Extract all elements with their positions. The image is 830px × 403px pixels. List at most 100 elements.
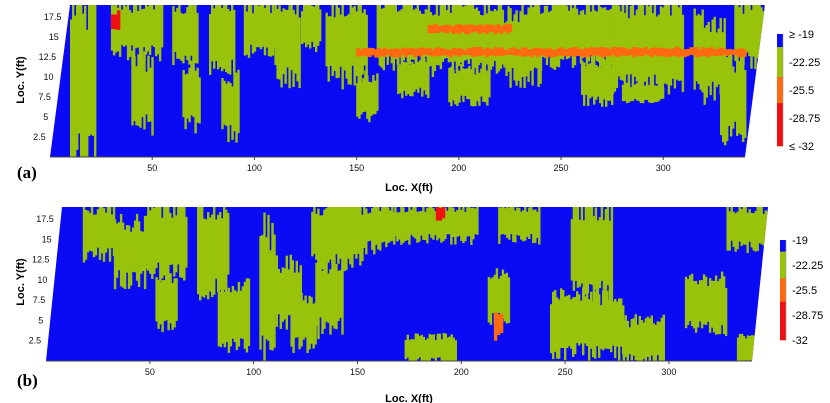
heatmap-region — [622, 314, 665, 361]
y-tick-label: 12.5 — [39, 52, 57, 62]
colorbar-segment — [777, 93, 783, 96]
colorbar-segment — [777, 116, 783, 119]
heatmap-region — [404, 333, 457, 361]
colorbar-segment — [780, 296, 786, 299]
colorbar-segment — [777, 73, 783, 76]
colorbar-segment — [780, 255, 786, 257]
colorbar-segment — [780, 290, 786, 292]
heatmap-region — [356, 70, 379, 123]
colorbar-segment — [780, 335, 786, 337]
colorbar-segment — [780, 250, 786, 252]
y-tick-label: 12.5 — [32, 255, 50, 265]
y-tick-label: 10 — [44, 72, 54, 82]
colorbar-segment — [777, 127, 783, 130]
heatmap-region — [315, 253, 344, 340]
y-tick-label: 2.5 — [33, 132, 46, 142]
y-axis-label-a: Loc. Y(ft) — [15, 56, 27, 104]
colorbar-segment — [777, 69, 783, 72]
colorbar-segment — [780, 281, 786, 284]
colorbar-segment — [777, 91, 783, 95]
panel-a: 50 100 150 200 250 300 2.5 5 7.5 10 12.5 15 17.5 Loc… — [15, 5, 820, 194]
y-tick-label: 7.5 — [33, 295, 46, 305]
heatmap-region — [736, 332, 768, 361]
heatmap-region — [435, 207, 446, 221]
x-tick-label: 100 — [247, 163, 262, 173]
colorbar-segment — [780, 305, 786, 307]
colorbar-segment — [780, 251, 786, 254]
colorbar-segment — [777, 84, 783, 87]
heatmap-region — [397, 55, 430, 99]
y-tick-label: 15 — [49, 32, 59, 42]
colorbar-segment — [777, 138, 783, 141]
colorbar-segment — [780, 315, 786, 317]
heatmap-region — [726, 207, 768, 253]
colorbar-segment — [777, 99, 783, 102]
colorbar-segment — [777, 123, 783, 126]
heatmap-region — [209, 5, 236, 75]
colorbar-segment — [780, 326, 786, 329]
colorbar-segment — [780, 263, 786, 266]
heatmap-region — [110, 10, 121, 30]
heatmap-region — [356, 46, 747, 58]
x-tick-label: 50 — [147, 163, 157, 173]
colorbar-segment — [780, 241, 786, 244]
colorbar-segment — [780, 276, 786, 279]
heatmap-region — [570, 207, 614, 311]
colorbar-label: -28.75 — [789, 113, 820, 125]
heatmap-region — [301, 5, 322, 52]
colorbar-segment — [780, 256, 786, 259]
heatmap-region — [550, 287, 625, 361]
colorbar-a: ≥ -19 -22.25 -25.5 -28.75 ≤ -32 — [777, 29, 820, 153]
colorbar-segment — [780, 278, 786, 281]
heatmap-region — [493, 312, 504, 341]
heatmap-region — [145, 207, 188, 283]
x-tick-label: 200 — [451, 163, 466, 173]
colorbar-segment — [780, 280, 786, 282]
colorbar-segment — [777, 121, 783, 124]
colorbar-segment — [780, 320, 786, 322]
colorbar-segment — [780, 336, 786, 339]
colorbar-segment — [780, 301, 786, 304]
colorbar-segment — [777, 88, 783, 91]
heatmap-region — [427, 23, 513, 35]
colorbar-segment — [780, 295, 786, 297]
colorbar-label: ≤ -32 — [789, 141, 814, 153]
y-tick-label: 17.5 — [44, 12, 62, 22]
y-tick-label: 17.5 — [36, 214, 54, 224]
heatmap-region — [221, 69, 240, 143]
colorbar-segment — [777, 140, 783, 143]
colorbar-segment — [777, 112, 783, 115]
colorbar-segment — [780, 313, 786, 316]
colorbar-segment — [777, 56, 783, 59]
colorbar-segment — [780, 321, 786, 324]
colorbar-segment — [777, 50, 783, 53]
colorbar-segment — [780, 325, 786, 327]
heatmap-region — [487, 268, 511, 325]
colorbar-segment — [780, 291, 786, 294]
colorbar-segment — [780, 298, 786, 301]
heatmap-region — [113, 213, 147, 290]
colorbar-segment — [777, 97, 783, 100]
x-tick-label: 150 — [349, 163, 364, 173]
colorbar-segment — [780, 330, 786, 332]
heatmap-region — [82, 207, 116, 263]
colorbar-segment — [780, 240, 786, 242]
heatmap-region — [197, 207, 230, 301]
colorbar-segment — [780, 275, 786, 277]
colorbar-segment — [780, 243, 786, 246]
colorbar-segment — [780, 260, 786, 262]
y-tick-label: 5 — [43, 112, 48, 122]
colorbar-segment — [780, 258, 786, 261]
colorbar-segment — [777, 65, 783, 68]
colorbar-segment — [780, 328, 786, 331]
colorbar-segment — [777, 75, 783, 78]
colorbar-segment — [777, 134, 783, 137]
y-tick-label: 5 — [38, 315, 43, 325]
colorbar-segment — [777, 35, 783, 39]
y-axis-label-b: Loc. Y(ft) — [15, 258, 27, 306]
colorbar-label: -25.5 — [789, 85, 814, 97]
colorbar-segment — [777, 136, 783, 139]
colorbar-segment — [780, 270, 786, 272]
colorbar-segment — [777, 104, 783, 108]
colorbar-segment — [777, 108, 783, 111]
